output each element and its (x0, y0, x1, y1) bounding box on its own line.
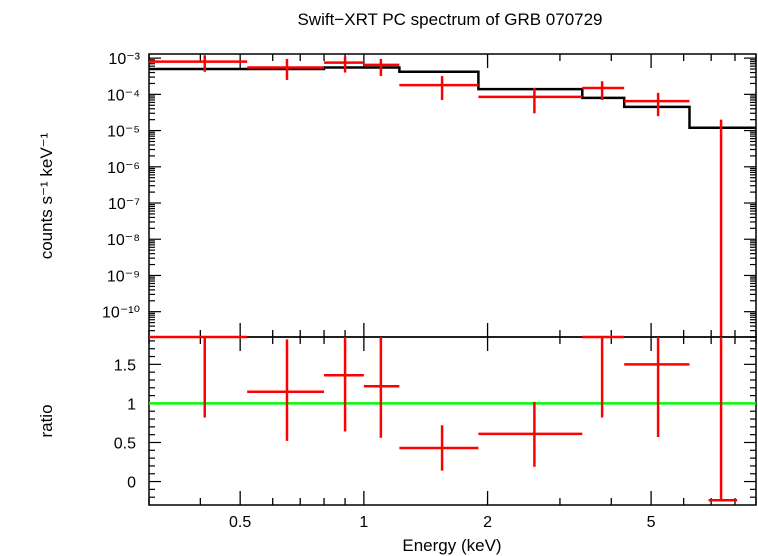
data-point (399, 76, 479, 100)
spectrum-data-points (149, 55, 723, 337)
ratio-y-ticks: 0 0.5 1 1.5 (114, 340, 756, 498)
data-point (478, 87, 583, 114)
data-point (149, 55, 248, 72)
model-step-path (149, 66, 756, 129)
y-tick-label: 10⁻⁴ (107, 87, 140, 104)
y-tick-label: 10⁻⁷ (108, 196, 140, 213)
spectrum-x-ticks (148, 54, 757, 337)
y-tick-label: 10⁻⁵ (107, 124, 140, 141)
ratio-data-points (149, 335, 738, 502)
y-tick-label: 10⁻⁶ (107, 160, 140, 177)
x-tick-label: 0.5 (229, 514, 251, 531)
data-point (708, 337, 738, 502)
data-point (324, 337, 364, 432)
ratio-panel: 0 0.5 1 1.5 0.5 1 2 5 ratio (37, 335, 757, 531)
x-axis-label: Energy (keV) (402, 536, 501, 555)
y-tick-label: 1 (127, 396, 136, 413)
y-tick-label: 10⁻³ (108, 51, 140, 68)
model-step-line (149, 66, 756, 129)
y-tick-label: 10⁻⁸ (107, 232, 140, 249)
y-tick-label: 0 (127, 475, 136, 492)
data-point (624, 92, 690, 117)
data-point (624, 337, 690, 438)
ratio-y-axis-label: ratio (37, 404, 56, 437)
x-tick-label: 1 (359, 514, 368, 531)
y-tick-label: 10⁻¹⁰ (102, 305, 140, 322)
y-tick-label: 0.5 (114, 435, 136, 452)
data-point (399, 425, 479, 471)
chart-title: Swift−XRT PC spectrum of GRB 070729 (297, 10, 602, 29)
spectrum-panel-frame (148, 53, 757, 338)
y-tick-label: 10⁻⁹ (107, 268, 140, 285)
data-point (247, 339, 325, 441)
data-point (363, 337, 400, 438)
x-tick-label: 2 (483, 514, 492, 531)
data-point (247, 58, 325, 80)
spectrum-y-ticks: 10⁻³ 10⁻⁴ 10⁻⁵ 10⁻⁶ 10⁻⁷ 10⁻⁸ 10⁻⁹ 10⁻¹⁰ (102, 51, 756, 338)
ratio-panel-frame (148, 336, 757, 506)
data-point (363, 58, 400, 77)
spectrum-y-axis-label: counts s⁻¹ keV⁻¹ (37, 132, 56, 259)
data-point (582, 335, 625, 418)
data-point (478, 401, 583, 467)
x-tick-label: 5 (647, 514, 656, 531)
data-point (582, 81, 625, 100)
y-tick-label: 1.5 (114, 357, 136, 374)
ratio-x-ticks: 0.5 1 2 5 (148, 337, 757, 531)
data-point (149, 335, 248, 418)
data-point (324, 56, 364, 73)
spectrum-panel: 10⁻³ 10⁻⁴ 10⁻⁵ 10⁻⁶ 10⁻⁷ 10⁻⁸ 10⁻⁹ 10⁻¹⁰ counts… (37, 51, 757, 338)
